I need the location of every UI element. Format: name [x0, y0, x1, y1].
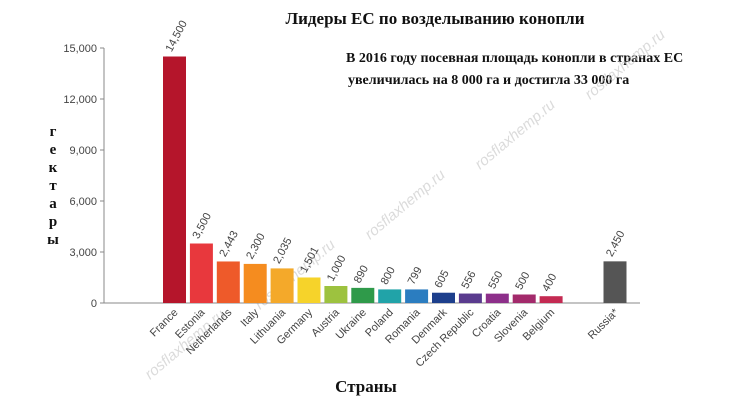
bar [405, 289, 429, 303]
y-tick-label: 15,000 [63, 43, 97, 55]
value-label: 14,500 [164, 19, 190, 54]
annotation: В 2016 году посевная площадь конопли в с… [346, 51, 683, 66]
value-label: 1,000 [325, 253, 349, 283]
value-label: 605 [433, 268, 452, 290]
y-tick-label: 9,000 [69, 145, 97, 157]
watermark: rosflaxhemp.ru [362, 166, 449, 243]
x-tick-label: Russia* [586, 306, 622, 342]
annotation: увеличилась на 8 000 га и достигла 33 00… [348, 73, 629, 88]
bar [378, 289, 402, 303]
y-tick-label: 0 [91, 298, 97, 310]
bar [270, 268, 294, 303]
bar [216, 261, 240, 303]
value-label: 890 [352, 263, 371, 285]
value-label: 2,035 [271, 236, 295, 266]
watermark: rosflaxhemp.ru [472, 96, 559, 173]
value-label: 799 [406, 265, 425, 287]
x-tick-label: Ukraine [334, 307, 369, 342]
x-axis-label: Страны [335, 377, 397, 396]
bar [512, 294, 536, 303]
bar [163, 56, 186, 303]
value-label: 800 [379, 265, 398, 287]
bar [324, 286, 348, 303]
bar [485, 293, 509, 303]
value-label: 556 [459, 269, 478, 291]
y-tick-label: 6,000 [69, 196, 97, 208]
value-label: 2,300 [244, 231, 268, 261]
chart-title: Лидеры ЕС по возделыванию конопли [285, 9, 584, 28]
value-label: 500 [513, 270, 532, 292]
value-label: 550 [486, 269, 505, 291]
bar [189, 243, 213, 303]
bar [432, 292, 455, 303]
bar [603, 261, 627, 303]
value-label: 3,500 [190, 211, 214, 241]
value-label: 2,450 [604, 229, 628, 259]
y-tick-label: 12,000 [63, 94, 97, 106]
bar [539, 296, 563, 303]
y-tick-label: 3,000 [69, 247, 97, 259]
value-label: 2,443 [217, 229, 241, 259]
y-axis-label: гектары [45, 124, 61, 250]
value-label: 400 [540, 272, 559, 294]
x-tick-label: Italy [239, 306, 262, 329]
bar [297, 277, 321, 303]
bar [243, 263, 267, 303]
bar [351, 287, 375, 303]
bar [458, 293, 482, 303]
